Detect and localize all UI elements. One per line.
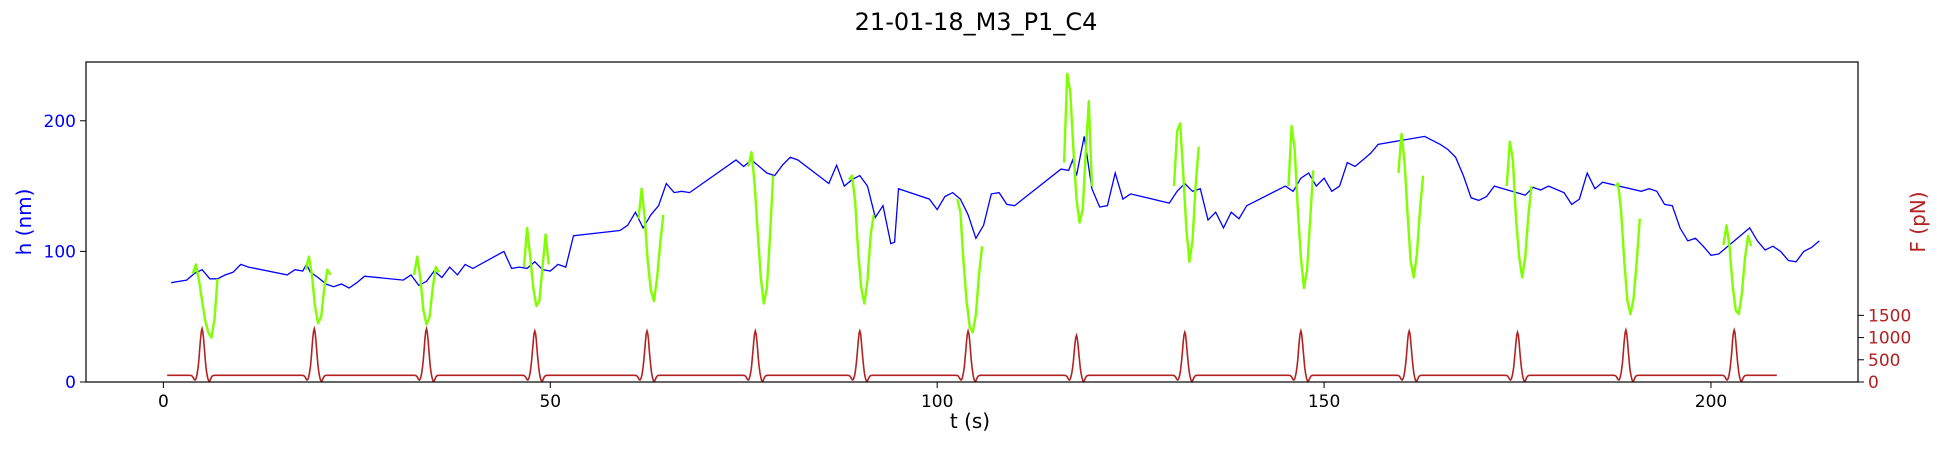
x-tick-label: 100: [921, 392, 953, 412]
x-tick-label: 150: [1308, 392, 1340, 412]
series-height: [170, 135, 1820, 289]
compression-segment: [522, 226, 550, 308]
x-tick-label: 200: [1695, 392, 1727, 412]
y-right-tick-label: 500: [1868, 351, 1900, 371]
plot-frame: [85, 61, 1859, 383]
plot-area: [85, 61, 1859, 383]
y-right-tick-label: 0: [1868, 373, 1879, 393]
compression-segment: [1505, 140, 1533, 279]
compression-segment: [412, 255, 440, 326]
compression-segment: [304, 255, 332, 325]
compression-segment: [747, 150, 775, 305]
x-tick-label: 50: [539, 392, 561, 412]
compression-segment: [1172, 122, 1200, 263]
y-axis-left-label: h (nm): [12, 189, 36, 256]
series-height-compression: [191, 72, 1753, 339]
compression-segment: [956, 198, 984, 334]
y-right-tick-label: 1000: [1868, 329, 1911, 349]
force-line: [167, 325, 1777, 382]
compression-segment: [1287, 124, 1315, 290]
compression-segment: [191, 263, 219, 339]
compression-segment: [637, 187, 665, 303]
compression-segment: [1614, 182, 1641, 316]
y-left-tick-label: 100: [44, 242, 76, 262]
y-right-tick-label: 1500: [1868, 306, 1911, 326]
compression-segment: [1062, 72, 1094, 224]
chart-title: 21-01-18_M3_P1_C4: [855, 8, 1098, 36]
y-axis-right-label: F (pN): [1906, 191, 1930, 252]
compression-segment: [848, 174, 875, 305]
y-left-tick-label: 200: [44, 112, 76, 132]
y-axis-left: 0 100 200: [44, 112, 86, 393]
compression-segment: [1397, 132, 1425, 279]
x-tick-label: 0: [158, 392, 169, 412]
y-left-tick-label: 0: [65, 373, 76, 393]
series-force: [167, 325, 1777, 382]
x-axis-label: t (s): [950, 409, 990, 433]
compression-segment: [1722, 224, 1753, 316]
height-line: [170, 135, 1820, 289]
x-axis: 0 50 100 150 200: [158, 382, 1727, 412]
